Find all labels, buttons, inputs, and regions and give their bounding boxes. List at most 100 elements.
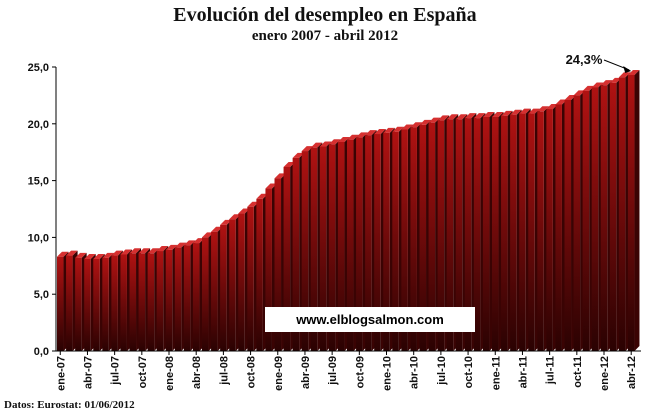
watermark-label: www.elblogsalmon.com <box>265 307 475 332</box>
bar-front <box>57 256 64 351</box>
bar-top <box>437 115 450 121</box>
bar-front <box>591 87 599 351</box>
bar-top <box>301 146 314 152</box>
bar-front <box>401 129 408 351</box>
chart-title: Evolución del desempleo en España <box>173 4 477 26</box>
bar-front <box>174 247 182 351</box>
bar-front <box>256 198 263 351</box>
bar-front <box>564 99 572 351</box>
bar-top <box>84 253 96 259</box>
annotation-label: 24,3% <box>566 52 603 67</box>
bar-top <box>202 232 214 238</box>
x-tick-label: ene-10 <box>382 356 394 391</box>
bar-front <box>501 115 508 352</box>
x-tick-label: ene-09 <box>273 356 285 391</box>
bar-front <box>446 119 454 351</box>
bar-front <box>274 178 282 351</box>
x-tick-label: oct-09 <box>354 356 366 388</box>
x-tick-label: oct-07 <box>137 356 149 388</box>
bar-top <box>464 113 477 119</box>
bar-front <box>437 120 445 351</box>
bar-top <box>401 124 413 130</box>
bar-front <box>229 219 236 351</box>
bar-front <box>455 119 463 351</box>
bar-side <box>634 69 640 352</box>
bar-top <box>482 111 495 117</box>
bar-front <box>537 111 544 351</box>
bar-top <box>600 80 613 86</box>
bar-top <box>102 252 114 258</box>
bar-top <box>156 246 169 252</box>
bar-front <box>156 251 164 351</box>
bar-front <box>510 114 517 351</box>
bar-top <box>265 183 277 189</box>
bar-front <box>419 124 427 351</box>
bar-front <box>374 134 381 351</box>
bar-front <box>356 137 363 351</box>
bar-top <box>310 142 323 148</box>
bar-front <box>609 82 617 352</box>
bar-front <box>492 116 499 351</box>
bar-top <box>455 114 468 120</box>
bar-top <box>392 126 404 132</box>
source-note: Datos: Eurostat: 01/06/2012 <box>4 399 135 411</box>
labels-layer: 0,0 5,0 10,0 15,0 20,0 25,0 ene-07 abr-07 jul-07… <box>28 52 639 391</box>
bar-top <box>192 238 205 244</box>
bar-top <box>274 173 287 179</box>
bar-top <box>410 122 422 128</box>
bar-abr-12 <box>627 69 640 352</box>
bar-front <box>582 90 590 351</box>
bar-top <box>93 253 105 259</box>
axis-layer <box>52 66 641 355</box>
bar-top <box>546 104 558 110</box>
bar-front <box>482 116 490 351</box>
bar-front <box>392 131 399 351</box>
bar-top <box>174 242 187 248</box>
bar-top <box>111 250 123 256</box>
x-tick-label: abr-12 <box>626 356 638 389</box>
y-tick-label: 5,0 <box>34 289 49 301</box>
bar-top <box>528 108 540 114</box>
bar-top <box>609 77 622 83</box>
bar-top <box>573 90 586 96</box>
bar-top <box>292 152 305 158</box>
x-tick-label: abr-10 <box>409 356 421 389</box>
bar-front <box>283 166 291 351</box>
bar-front <box>473 118 481 352</box>
bar-top <box>555 99 567 105</box>
bar-top <box>147 248 160 254</box>
bar-top <box>582 85 595 91</box>
bar-front <box>75 257 82 351</box>
bar-top <box>473 113 486 119</box>
bar-front <box>383 132 390 351</box>
x-tick-label: abr-09 <box>300 356 312 389</box>
bar-front <box>202 237 209 351</box>
x-tick-label: jul-07 <box>110 356 122 386</box>
x-tick-label: oct-11 <box>572 356 584 388</box>
x-tick-label: oct-10 <box>463 356 475 388</box>
x-tick-label: jul-08 <box>218 356 230 386</box>
bar-top <box>374 129 386 135</box>
bar-top <box>618 72 631 78</box>
bar-top <box>165 244 178 250</box>
bar-front <box>310 147 318 351</box>
y-tick-label: 15,0 <box>28 176 49 188</box>
bar-top <box>120 249 132 255</box>
bar-front <box>292 157 300 351</box>
bar-front <box>66 255 73 351</box>
bar-top <box>347 134 359 140</box>
bar-top <box>428 117 441 123</box>
bar-top <box>337 136 350 142</box>
bar-top <box>383 127 395 133</box>
bar-front <box>147 253 155 351</box>
bar-front <box>464 118 472 352</box>
x-tick-label: abr-08 <box>191 356 203 389</box>
bar-front <box>337 141 345 351</box>
bar-top <box>419 119 432 125</box>
bar-top <box>229 214 241 220</box>
bar-front <box>120 254 127 351</box>
bar-top <box>627 69 640 75</box>
bar-front <box>365 135 372 351</box>
bar-front <box>247 206 254 351</box>
